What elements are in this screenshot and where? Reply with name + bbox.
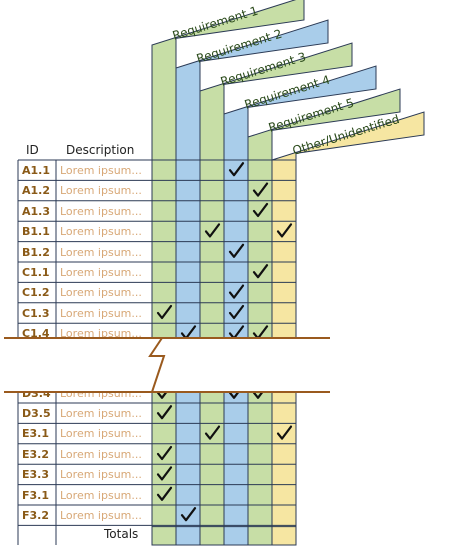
total-value: 14 [204,530,220,545]
row-id: B1.2 [22,245,50,259]
requirement-label-3: Requirement 3 [219,50,308,89]
requirement-label-5: Requirement 5 [267,96,356,135]
check-mark [156,466,173,481]
total-value: 7 [280,530,288,545]
total-value: 12 [228,530,244,545]
check-mark [276,425,293,440]
row-description: Lorem ipsum... [60,447,142,461]
row-id: B1.1 [22,225,50,239]
row-id: E3.2 [22,447,50,461]
total-value: 9 [184,530,192,545]
check-mark [156,384,173,399]
row-description: Lorem ipsum... [60,327,142,341]
requirement-label-4: Requirement 4 [243,73,332,112]
check-mark [228,284,245,299]
requirement-label-2: Requirement 2 [195,27,284,66]
row-description: Lorem ipsum... [60,225,142,239]
total-value: 18 [252,530,268,545]
check-mark [156,486,173,501]
check-mark [252,264,269,279]
check-mark [228,384,245,399]
row-description: Lorem ipsum... [60,286,142,300]
check-mark [204,425,221,440]
requirement-label-1: Requirement 1 [171,4,260,43]
check-mark [276,223,293,238]
row-description: Lorem ipsum... [60,204,142,218]
row-id: E3.1 [22,427,50,441]
id-column-header: ID [26,143,39,157]
row-description: Lorem ipsum... [60,468,142,482]
row-id: D3.5 [22,407,51,420]
check-mark [156,445,173,461]
description-column-header: Description [66,143,135,157]
row-description: Lorem ipsum... [60,488,142,502]
check-mark [228,162,245,177]
requirement-band-4 [223,65,377,546]
row-id: D3.4 [22,386,51,400]
total-value: 22 [156,530,172,545]
row-description: Lorem ipsum... [60,427,142,441]
row-id: C1.4 [22,327,50,341]
row-id: C1.3 [22,306,50,320]
row-id: C1.1 [22,266,50,279]
row-description: Lorem ipsum... [60,306,142,320]
row-id: F3.2 [22,509,50,522]
totals-label: Totals [104,527,139,541]
row-description: Lorem ipsum... [60,266,142,279]
requirement-band-3 [199,42,353,546]
check-mark [252,325,269,340]
row-description: Lorem ipsum... [60,386,142,400]
row-description: Lorem ipsum... [60,509,142,522]
check-mark [228,243,245,258]
row-id: F3.1 [22,488,50,502]
check-mark [156,304,173,320]
row-id: A1.2 [22,184,50,198]
requirement-band-1 [151,0,305,546]
row-description: Lorem ipsum... [60,184,142,198]
row-description: Lorem ipsum... [60,245,142,259]
row-description: Lorem ipsum... [60,164,142,177]
requirement-band-2 [175,19,329,546]
check-mark [228,325,245,340]
check-mark [156,405,173,420]
break-zigzag [148,337,166,393]
check-mark [204,223,221,238]
row-id: E3.3 [22,468,50,482]
row-id: A1.1 [22,164,50,177]
check-mark [180,325,197,340]
check-mark [228,304,245,320]
check-mark [252,182,269,197]
break-gap [0,338,451,392]
row-id: C1.2 [22,286,50,300]
check-mark [180,507,197,522]
row-id: A1.3 [22,204,50,218]
check-mark [252,384,269,399]
requirement-band-5 [247,88,401,546]
check-mark [252,202,269,218]
row-description: Lorem ipsum... [60,407,142,420]
requirement-band-6 [271,111,425,546]
requirement-label-6: Other/Unidentified [291,112,401,158]
